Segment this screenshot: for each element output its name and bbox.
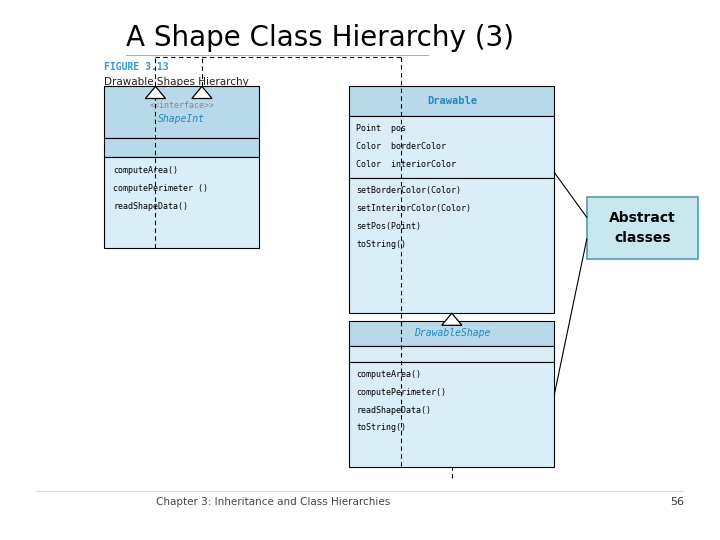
Bar <box>349 346 554 362</box>
Text: Point  pos: Point pos <box>356 124 406 133</box>
Bar <box>104 157 259 248</box>
Text: readShapeData(): readShapeData() <box>113 202 188 211</box>
Bar <box>349 321 554 346</box>
Text: computePerimeter (): computePerimeter () <box>113 184 208 193</box>
Text: Color  borderColor: Color borderColor <box>356 142 446 151</box>
Text: setBorderColor(Color): setBorderColor(Color) <box>356 186 462 195</box>
Polygon shape <box>441 313 462 325</box>
Bar <box>349 178 554 313</box>
Text: computeArea(): computeArea() <box>113 166 178 176</box>
Text: Chapter 3: Inheritance and Class Hierarchies: Chapter 3: Inheritance and Class Hierarc… <box>156 497 391 507</box>
Text: setInteriorColor(Color): setInteriorColor(Color) <box>356 204 472 213</box>
Text: ShapeInt: ShapeInt <box>158 113 205 124</box>
Bar <box>349 86 554 116</box>
Text: FIGURE 3.13: FIGURE 3.13 <box>104 62 169 72</box>
Text: Color  interiorColor: Color interiorColor <box>356 160 456 169</box>
Text: Abstract
classes: Abstract classes <box>609 211 676 246</box>
Text: toString(): toString() <box>356 240 406 249</box>
Bar <box>104 138 259 157</box>
Bar <box>349 116 554 178</box>
Bar <box>104 86 259 138</box>
Text: computeArea(): computeArea() <box>356 370 421 379</box>
Text: toString(): toString() <box>356 423 406 433</box>
Polygon shape <box>145 86 166 98</box>
Text: Drawable: Drawable <box>427 96 477 106</box>
Text: computePerimeter(): computePerimeter() <box>356 388 446 397</box>
Text: readShapeData(): readShapeData() <box>356 406 431 415</box>
Polygon shape <box>192 86 212 98</box>
Text: DrawableShape: DrawableShape <box>413 328 490 339</box>
Text: A Shape Class Hierarchy (3): A Shape Class Hierarchy (3) <box>126 24 514 52</box>
Bar <box>587 197 698 259</box>
Text: 56: 56 <box>670 497 684 507</box>
Text: Drawable Shapes Hierarchy: Drawable Shapes Hierarchy <box>104 77 249 87</box>
Bar <box>349 362 554 467</box>
Text: <<interface>>: <<interface>> <box>149 101 215 110</box>
Text: setPos(Point): setPos(Point) <box>356 222 421 231</box>
